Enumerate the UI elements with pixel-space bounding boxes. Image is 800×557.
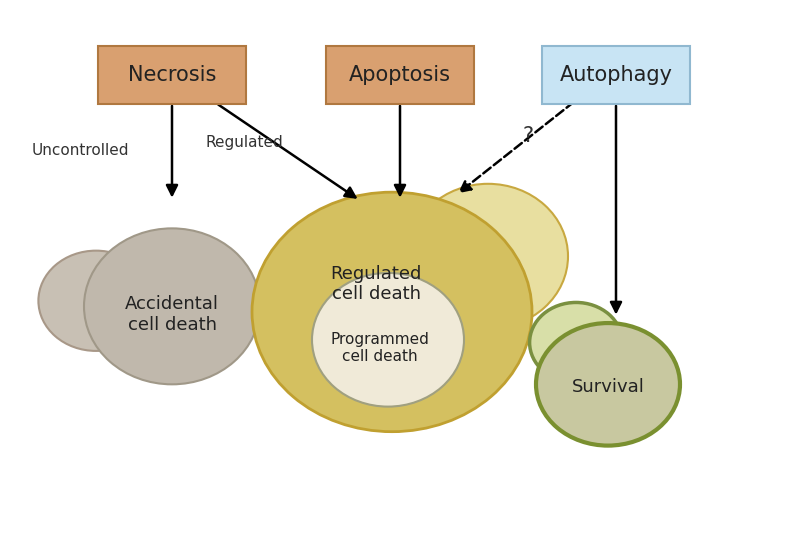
Ellipse shape: [252, 192, 532, 432]
Text: Accidental
cell death: Accidental cell death: [125, 295, 219, 334]
Text: Survival: Survival: [571, 378, 645, 396]
FancyArrowPatch shape: [611, 106, 621, 312]
Text: Programmed
cell death: Programmed cell death: [330, 332, 430, 364]
Text: Apoptosis: Apoptosis: [349, 65, 451, 85]
FancyBboxPatch shape: [98, 46, 246, 105]
FancyArrowPatch shape: [218, 105, 355, 197]
Text: Regulated
cell death: Regulated cell death: [330, 265, 422, 304]
Ellipse shape: [530, 302, 622, 383]
Text: ?: ?: [522, 126, 534, 146]
Ellipse shape: [38, 251, 154, 351]
FancyArrowPatch shape: [167, 106, 177, 195]
Ellipse shape: [84, 228, 260, 384]
FancyBboxPatch shape: [326, 46, 474, 105]
FancyArrowPatch shape: [395, 106, 405, 195]
Text: Regulated: Regulated: [205, 135, 283, 149]
Text: Autophagy: Autophagy: [559, 65, 673, 85]
FancyArrowPatch shape: [460, 102, 574, 192]
Text: Uncontrolled: Uncontrolled: [31, 143, 129, 158]
FancyBboxPatch shape: [542, 46, 690, 105]
Text: Necrosis: Necrosis: [128, 65, 216, 85]
Ellipse shape: [408, 184, 568, 329]
Ellipse shape: [312, 273, 464, 407]
Ellipse shape: [536, 323, 680, 446]
